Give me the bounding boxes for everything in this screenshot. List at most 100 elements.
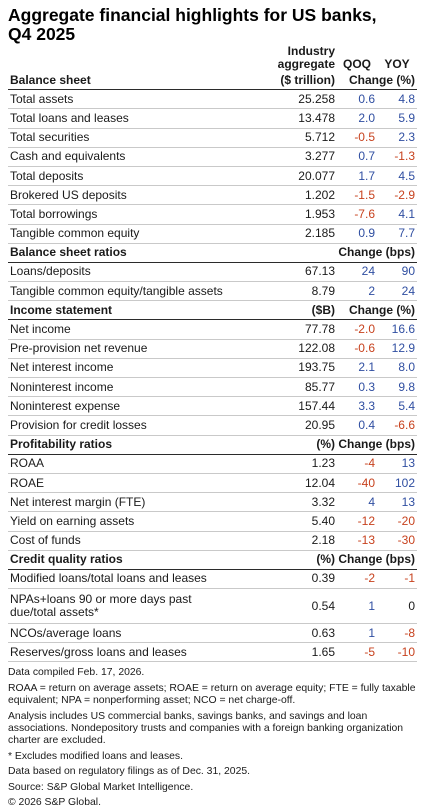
header-qoq: QOQ [342,57,371,71]
table-row: NPAs+loans 90 or more days past due/tota… [8,588,417,625]
row-qoq-change: 0.6 [337,89,377,110]
table-row: ROAA 1.23 -4 13 [8,454,417,474]
row-label: Net income [8,319,233,340]
row-value: 157.44 [233,396,337,417]
section-header-row: Balance sheet ($ trillion) Change (%) [8,71,417,91]
row-value: 193.75 [233,358,337,379]
row-label: Total securities [8,128,233,148]
row-qoq-change: 2.0 [337,108,377,129]
row-qoq-change: -4 [337,454,377,474]
row-label: Cash and equivalents [8,147,233,167]
section-header-row: Income statement ($B) Change (%) [8,300,417,321]
row-label: Total loans and leases [8,108,233,129]
row-qoq-change: -5 [337,642,377,663]
row-yoy-change: 7.7 [377,224,417,244]
row-label: Brokered US deposits [8,185,233,206]
table-row: Tangible common equity 2.185 0.9 7.7 [8,224,417,244]
row-label: Net interest income [8,358,233,379]
row-value: 2.185 [233,224,337,244]
row-label: NCOs/average loans [8,623,233,644]
table-row: Total securities 5.712 -0.5 2.3 [8,128,417,148]
row-qoq-change: -2 [337,569,377,590]
row-value: 5.40 [233,511,337,532]
row-qoq-change: 0.9 [337,224,377,244]
row-qoq-change: -1.5 [337,185,377,206]
row-label: Total assets [8,89,233,110]
row-label: Modified loans/total loans and leases [8,569,233,590]
row-yoy-change: 8.0 [377,358,417,379]
table-row: Reserves/gross loans and leases 1.65 -5 -10 [8,642,417,663]
row-qoq-change: 4 [337,492,377,513]
section-change-unit: Change (bps) [337,243,417,263]
footnote: * Excludes modified loans and leases. [8,750,184,762]
table-row: Total deposits 20.077 1.7 4.5 [8,166,417,187]
table-row: Net income 77.78 -2.0 16.6 [8,319,417,340]
table-row: Total assets 25.258 0.6 4.8 [8,89,417,110]
row-label: NPAs+loans 90 or more days past due/tota… [8,588,233,625]
row-value: 3.32 [233,492,337,513]
section-change-unit: Change (%) [337,300,417,321]
table-row: Net interest margin (FTE) 3.32 4 13 [8,492,417,513]
row-label: Pre-provision net revenue [8,339,233,359]
section-unit: (%) [233,550,337,570]
section-title: Income statement [8,300,233,321]
highlights-table: Industry aggregate QOQ YOY Balance sheet… [8,43,417,663]
row-label: Tangible common equity [8,224,233,244]
row-value: 122.08 [233,339,337,359]
table-row: Brokered US deposits 1.202 -1.5 -2.9 [8,185,417,206]
row-value: 5.712 [233,128,337,148]
row-yoy-change: 2.3 [377,128,417,148]
row-label: Total deposits [8,166,233,187]
header-industry-aggregate: Industry aggregate [233,43,337,71]
table-row: Loans/deposits 67.13 24 90 [8,262,417,283]
section-unit: ($B) [233,300,337,321]
row-yoy-change: 4.8 [377,89,417,110]
row-label: Net interest margin (FTE) [8,492,233,513]
footnote: © 2026 S&P Global. [8,797,101,809]
row-value: 25.258 [233,89,337,110]
section-title: Balance sheet ratios [8,243,233,263]
table-row: Noninterest expense 157.44 3.3 5.4 [8,396,417,417]
row-value: 2.18 [233,531,337,551]
row-value: 12.04 [233,473,337,494]
row-label: ROAA [8,454,233,474]
row-yoy-change: 9.8 [377,377,417,398]
row-label: Tangible common equity/tangible assets [8,281,233,302]
footnote: ROAA = return on average assets; ROAE = … [8,682,416,707]
header-yoy: YOY [384,57,410,71]
row-value: 1.953 [233,204,337,225]
row-value: 3.277 [233,147,337,167]
section-unit: ($ trillion) [233,71,337,91]
row-value: 1.202 [233,185,337,206]
row-value: 67.13 [233,262,337,283]
table-row: Modified loans/total loans and leases 0.3… [8,569,417,590]
row-yoy-change: 24 [377,281,417,302]
table-row: Total borrowings 1.953 -7.6 4.1 [8,204,417,225]
column-header-row: Industry aggregate QOQ YOY [8,43,417,71]
header-industry-line1: Industry [287,44,335,58]
row-yoy-change: 0 [377,588,417,625]
row-qoq-change: -40 [337,473,377,494]
row-qoq-change: -0.5 [337,128,377,148]
row-qoq-change: 1 [337,588,377,625]
row-yoy-change: 16.6 [377,319,417,340]
section-unit: (%) [233,435,337,455]
row-yoy-change: 5.4 [377,396,417,417]
table-row: Total loans and leases 13.478 2.0 5.9 [8,108,417,129]
table-row: Pre-provision net revenue 122.08 -0.6 12.9 [8,339,417,359]
row-value: 1.23 [233,454,337,474]
row-qoq-change: -7.6 [337,204,377,225]
row-yoy-change: 4.1 [377,204,417,225]
row-yoy-change: -30 [377,531,417,551]
row-value: 0.63 [233,623,337,644]
row-value: 1.65 [233,642,337,663]
row-yoy-change: 5.9 [377,108,417,129]
row-value: 8.79 [233,281,337,302]
row-yoy-change: 13 [377,454,417,474]
table-row: Cost of funds 2.18 -13 -30 [8,531,417,551]
row-yoy-change: -10 [377,642,417,663]
row-label: Noninterest income [8,377,233,398]
row-qoq-change: 2 [337,281,377,302]
row-yoy-change: 4.5 [377,166,417,187]
footnote: Data based on regulatory filings as of D… [8,766,251,778]
